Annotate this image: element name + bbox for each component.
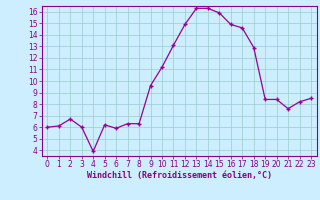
X-axis label: Windchill (Refroidissement éolien,°C): Windchill (Refroidissement éolien,°C)	[87, 171, 272, 180]
